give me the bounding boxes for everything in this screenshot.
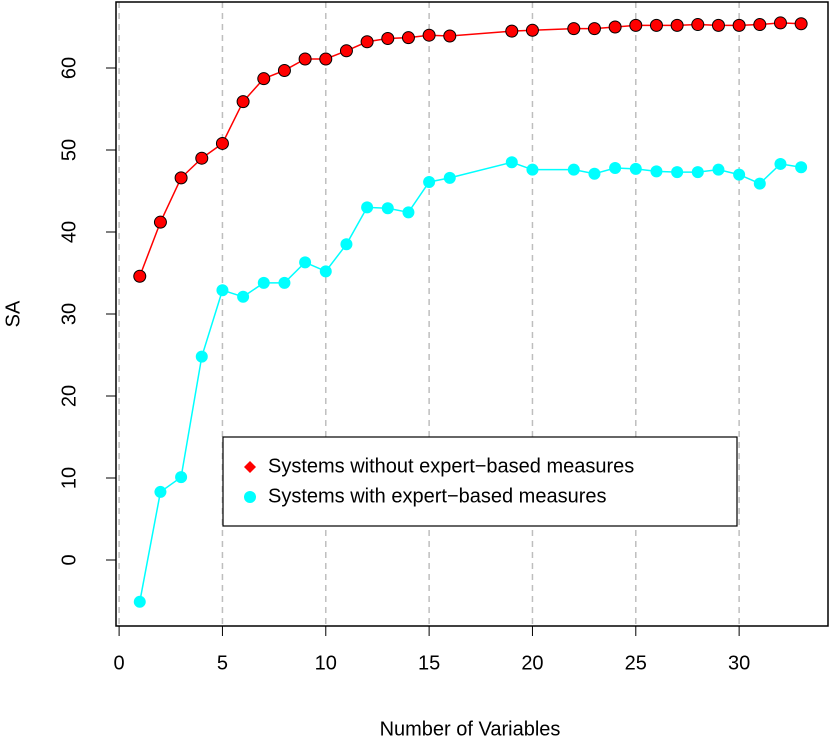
y-tick-label: 10 — [58, 467, 80, 489]
data-point — [133, 269, 147, 283]
data-point — [195, 151, 209, 165]
data-point — [236, 95, 250, 109]
data-point — [153, 215, 167, 229]
data-point — [340, 238, 353, 251]
x-tick-label: 20 — [521, 652, 543, 674]
data-point — [712, 163, 725, 176]
data-point — [215, 136, 229, 150]
data-point — [174, 171, 188, 185]
y-tick-label: 50 — [58, 139, 80, 161]
data-point — [650, 165, 663, 178]
x-tick-label: 30 — [728, 652, 750, 674]
data-point — [299, 256, 312, 269]
legend-label: Systems without expert−based measures — [268, 455, 634, 477]
data-point — [774, 157, 787, 170]
y-tick-label: 40 — [58, 221, 80, 243]
data-point — [649, 18, 663, 32]
data-point — [588, 167, 601, 180]
legend-box — [222, 436, 738, 527]
y-tick-label: 0 — [58, 554, 80, 565]
data-point — [505, 24, 519, 38]
data-point — [753, 177, 766, 190]
plot-frame — [115, 1, 829, 627]
data-point — [629, 18, 643, 32]
data-point — [733, 168, 746, 181]
series-line — [139, 22, 802, 277]
data-point — [587, 22, 601, 36]
data-point — [567, 163, 580, 176]
data-point — [298, 52, 312, 66]
y-tick-label: 60 — [58, 57, 80, 79]
data-point — [339, 44, 353, 58]
legend-marker — [244, 491, 256, 503]
data-point — [401, 31, 415, 45]
y-axis-label: SA — [2, 300, 24, 327]
x-tick-label: 10 — [315, 652, 337, 674]
data-point — [732, 18, 746, 32]
data-point — [237, 290, 250, 303]
x-tick-label: 25 — [625, 652, 647, 674]
data-point — [711, 18, 725, 32]
data-point — [381, 202, 394, 215]
data-point — [277, 63, 291, 77]
data-point — [216, 284, 229, 297]
data-point — [257, 276, 270, 289]
data-point — [133, 595, 146, 608]
data-point — [753, 18, 767, 32]
legend-marker — [244, 461, 256, 473]
y-tick-label: 20 — [58, 385, 80, 407]
x-tick-label: 5 — [217, 652, 228, 674]
data-point — [423, 175, 436, 188]
series-line — [139, 161, 802, 602]
data-point — [691, 18, 705, 32]
data-point — [402, 206, 415, 219]
data-point — [608, 20, 622, 34]
data-point — [360, 35, 374, 49]
data-point — [609, 162, 622, 175]
data-point — [505, 156, 518, 169]
x-axis-label: Number of Variables — [380, 718, 561, 740]
data-point — [443, 29, 457, 43]
data-point — [361, 201, 374, 214]
data-point — [670, 18, 684, 32]
data-point — [154, 485, 167, 498]
data-point — [443, 171, 456, 184]
data-point — [257, 72, 271, 86]
data-point — [671, 166, 684, 179]
data-point — [381, 31, 395, 45]
x-tick-label: 15 — [418, 652, 440, 674]
y-tick-label: 30 — [58, 303, 80, 325]
data-point — [773, 16, 787, 30]
data-point — [175, 471, 188, 484]
data-point — [567, 22, 581, 36]
data-point — [278, 276, 291, 289]
data-point — [422, 28, 436, 42]
data-point — [319, 52, 333, 66]
data-point — [319, 265, 332, 278]
data-point — [794, 17, 808, 31]
data-point — [691, 166, 704, 179]
data-point — [629, 162, 642, 175]
data-point — [795, 161, 808, 174]
data-point — [526, 163, 539, 176]
legend-label: Systems with expert−based measures — [268, 485, 607, 507]
data-point — [525, 23, 539, 37]
x-tick-label: 0 — [114, 652, 125, 674]
data-point — [195, 350, 208, 363]
